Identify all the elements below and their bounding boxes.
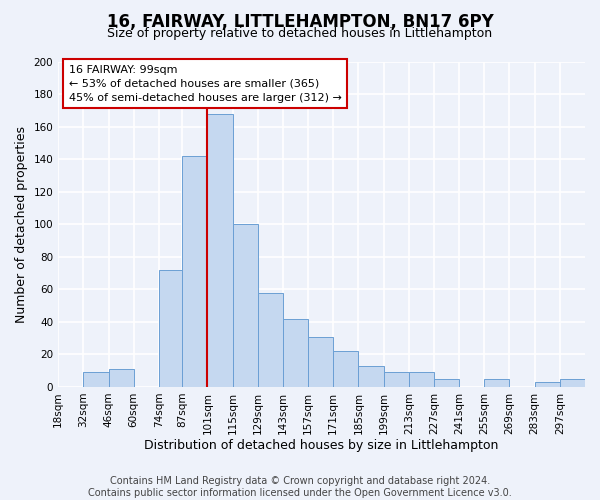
Text: 16 FAIRWAY: 99sqm
← 53% of detached houses are smaller (365)
45% of semi-detache: 16 FAIRWAY: 99sqm ← 53% of detached hous…	[69, 65, 341, 103]
Bar	[409, 372, 434, 387]
Bar	[159, 270, 182, 387]
Bar	[383, 372, 409, 387]
Text: 16, FAIRWAY, LITTLEHAMPTON, BN17 6PY: 16, FAIRWAY, LITTLEHAMPTON, BN17 6PY	[107, 12, 493, 30]
Bar	[434, 379, 459, 387]
Bar	[333, 351, 358, 387]
X-axis label: Distribution of detached houses by size in Littlehampton: Distribution of detached houses by size …	[145, 440, 499, 452]
Bar	[358, 366, 383, 387]
Bar	[560, 379, 585, 387]
Bar	[308, 336, 333, 387]
Bar	[535, 382, 560, 387]
Text: Size of property relative to detached houses in Littlehampton: Size of property relative to detached ho…	[107, 28, 493, 40]
Y-axis label: Number of detached properties: Number of detached properties	[15, 126, 28, 322]
Text: Contains HM Land Registry data © Crown copyright and database right 2024.
Contai: Contains HM Land Registry data © Crown c…	[88, 476, 512, 498]
Bar	[182, 156, 208, 387]
Bar	[233, 224, 258, 387]
Bar	[208, 114, 233, 387]
Bar	[258, 292, 283, 387]
Bar	[484, 379, 509, 387]
Bar	[83, 372, 109, 387]
Bar	[283, 318, 308, 387]
Bar	[109, 369, 134, 387]
